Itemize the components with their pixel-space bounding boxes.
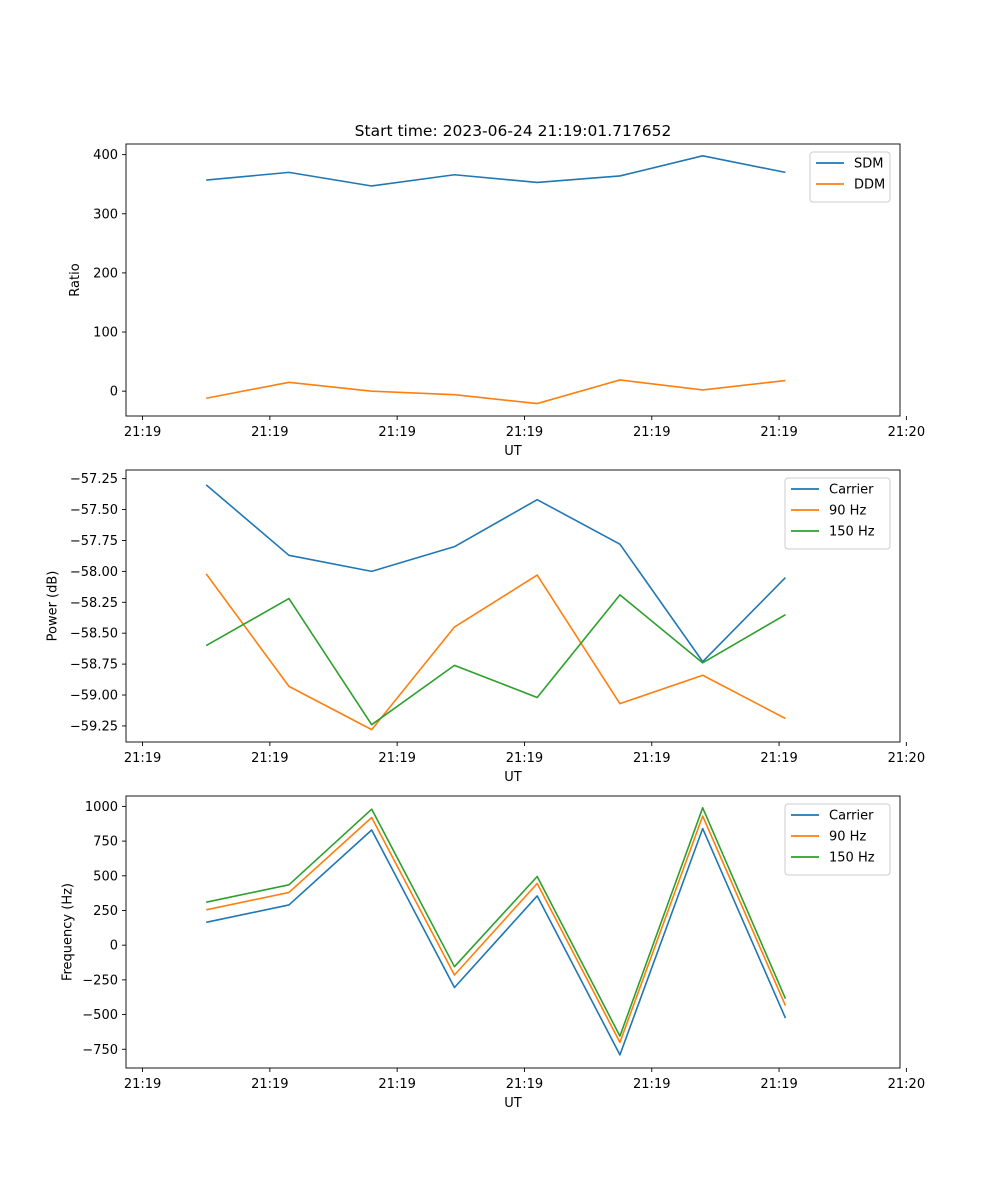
y-tick-label: 1000: [85, 800, 118, 815]
legend-entry: Carrier: [829, 809, 874, 824]
chart-title: Start time: 2023-06-24 21:19:01.717652: [355, 122, 672, 140]
y-tick-label: 250: [93, 904, 118, 919]
chart-panel-3: 21:19 21:19 21:19 21:19 21:19 21:19 21:20 UT −75…: [61, 795, 925, 1111]
series-line-carrier: [205, 484, 787, 663]
x-tick-label: 21:19: [124, 1077, 161, 1092]
series-line-150-hz: [205, 594, 786, 726]
x-tick-label: 21:19: [760, 425, 797, 440]
legend-entry: 90 Hz: [829, 504, 866, 519]
x-tick-label: 21:19: [251, 1077, 288, 1092]
x-tick-label: 21:20: [888, 1077, 925, 1092]
series-line-ddm: [206, 379, 786, 405]
x-tick-label: 21:19: [378, 1077, 415, 1092]
x-tick-label: 21:19: [378, 425, 415, 440]
y-axis-label: Ratio: [68, 263, 83, 296]
x-tick-label: 21:19: [633, 1077, 670, 1092]
y-tick-label: 300: [93, 207, 118, 222]
axes-frame: [125, 795, 901, 1069]
y-axis-label: Frequency (Hz): [61, 883, 76, 981]
x-tick-label: 21:19: [124, 425, 161, 440]
x-tick-label: 21:19: [251, 751, 288, 766]
legend-entry: 150 Hz: [829, 525, 875, 540]
x-tick-label: 21:19: [760, 751, 797, 766]
legend-box: [809, 151, 891, 203]
x-tick-label: 21:19: [633, 425, 670, 440]
x-tick-label: 21:19: [124, 751, 161, 766]
axes-frame: [125, 469, 901, 743]
x-tick-label: 21:19: [378, 751, 415, 766]
series-line-150-hz: [206, 806, 787, 1037]
y-axis-label: Power (dB): [45, 571, 60, 642]
x-tick-label: 21:20: [888, 751, 925, 766]
series-line-90-hz: [205, 573, 786, 731]
y-tick-label: 750: [93, 835, 118, 850]
y-tick-label: −250: [82, 973, 118, 988]
x-axis-label: UT: [504, 770, 522, 785]
series-line-sdm: [206, 155, 786, 187]
y-tick-label: −58.75: [70, 658, 118, 673]
legend-entry: SDM: [854, 157, 883, 172]
x-tick-label: 21:19: [506, 751, 543, 766]
axes-frame: [125, 143, 901, 417]
x-tick-label: 21:19: [633, 751, 670, 766]
x-tick-label: 21:19: [760, 1077, 797, 1092]
y-tick-label: −500: [82, 1008, 118, 1023]
y-tick-label: −57.50: [70, 503, 118, 518]
y-tick-label: −750: [82, 1043, 118, 1058]
x-tick-label: 21:19: [506, 1077, 543, 1092]
y-tick-label: −58.00: [70, 565, 118, 580]
legend-entry: Carrier: [829, 483, 874, 498]
series-line-carrier: [206, 827, 787, 1056]
y-tick-label: 400: [93, 148, 118, 163]
y-tick-label: 0: [110, 939, 118, 954]
y-tick-label: −57.25: [70, 472, 118, 487]
chart-panel-1: Start time: 2023-06-24 21:19:01.717652 21…: [68, 122, 925, 459]
legend-entry: 150 Hz: [829, 851, 875, 866]
x-tick-label: 21:19: [251, 425, 288, 440]
y-tick-label: −57.75: [70, 534, 118, 549]
y-tick-label: 500: [93, 869, 118, 884]
y-tick-label: 100: [93, 326, 118, 341]
x-axis-label: UT: [504, 1096, 522, 1111]
legend-entry: DDM: [854, 178, 885, 193]
y-tick-label: −58.25: [70, 596, 118, 611]
y-tick-label: −59.25: [70, 719, 118, 734]
y-tick-label: −58.50: [70, 627, 118, 642]
x-axis-label: UT: [504, 444, 522, 459]
y-tick-label: 200: [93, 266, 118, 281]
y-tick-label: −59.00: [70, 689, 118, 704]
x-tick-label: 21:19: [506, 425, 543, 440]
legend: SDM DDM: [809, 151, 891, 203]
series-line-90-hz: [206, 815, 787, 1044]
x-tick-label: 21:20: [888, 425, 925, 440]
chart-panel-2: 21:19 21:19 21:19 21:19 21:19 21:19 21:20 UT −59…: [45, 469, 925, 785]
legend: Carrier 90 Hz 150 Hz: [784, 803, 891, 876]
legend: Carrier 90 Hz 150 Hz: [784, 477, 891, 550]
legend-entry: 90 Hz: [829, 830, 866, 845]
y-tick-label: 0: [110, 385, 118, 400]
